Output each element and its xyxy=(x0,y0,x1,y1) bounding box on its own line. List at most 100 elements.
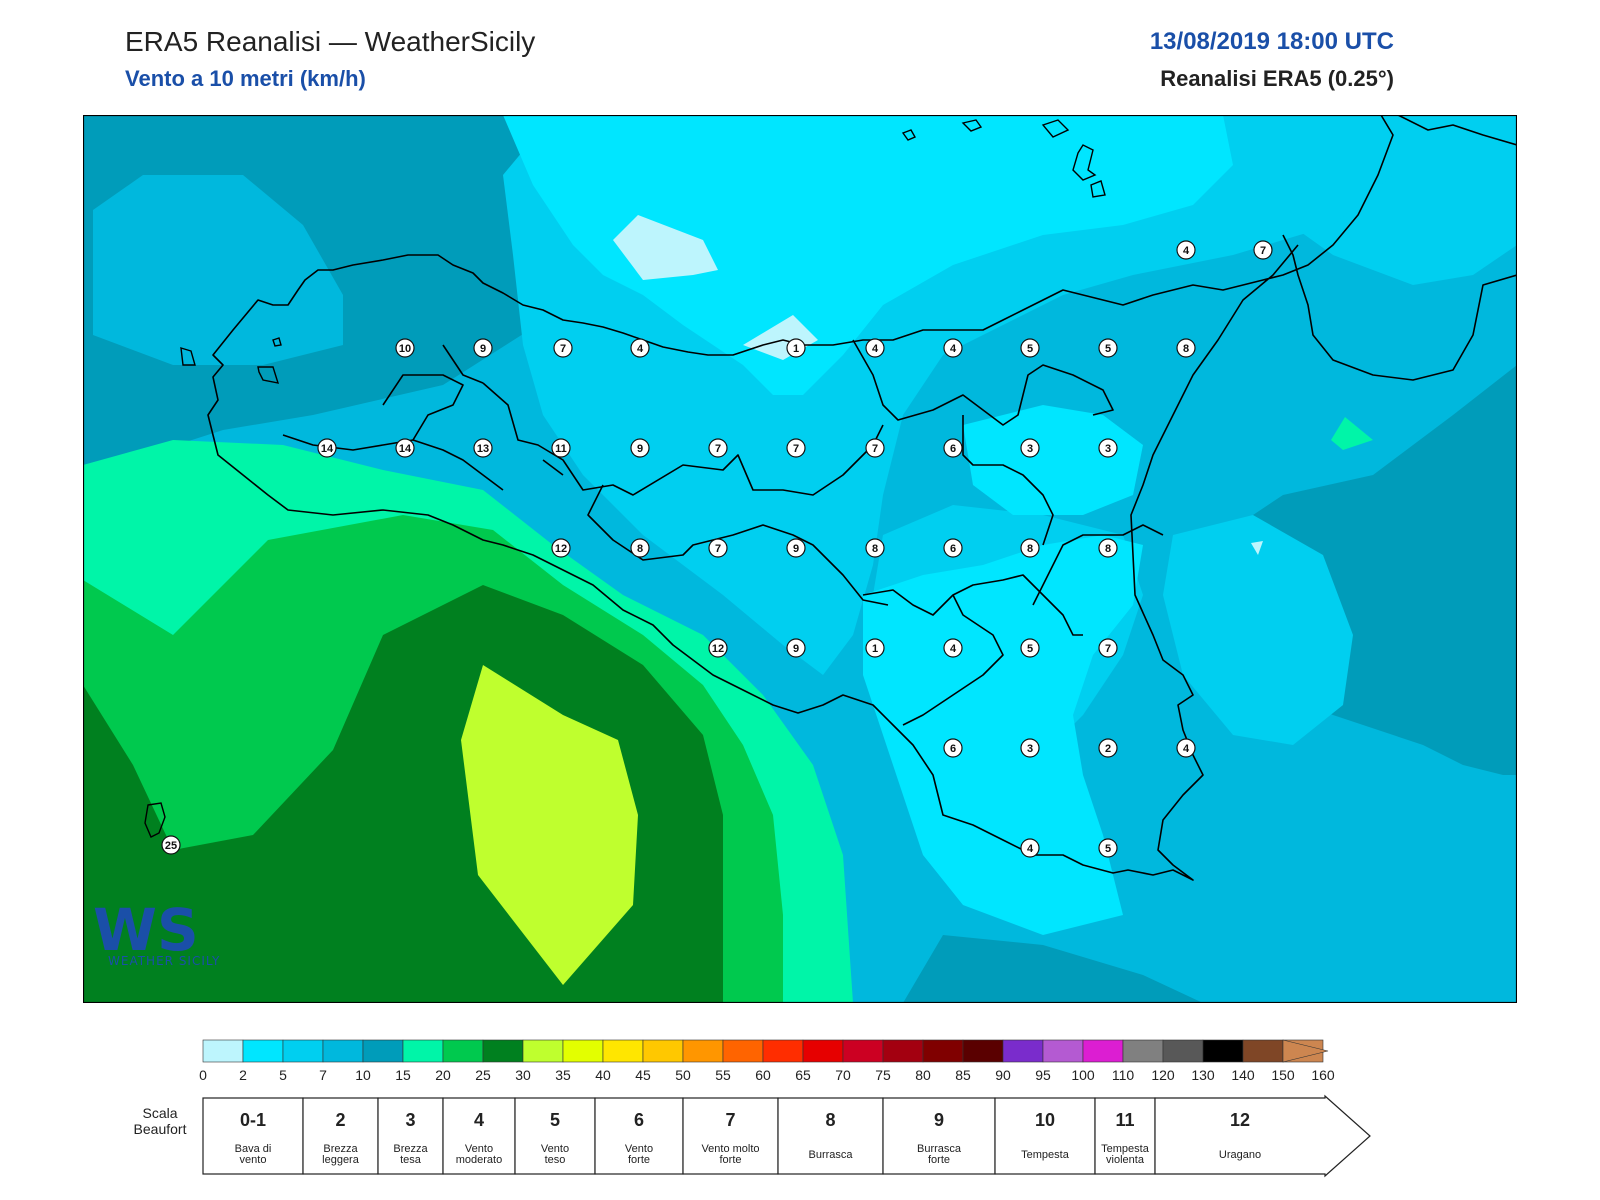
station-value: 9 xyxy=(793,643,799,655)
station-circle xyxy=(1176,240,1196,260)
colorbar-tick-label: 10 xyxy=(355,1067,371,1083)
station-marker: 9 xyxy=(473,338,493,358)
station-value: 1 xyxy=(793,343,799,355)
station-value: 4 xyxy=(637,343,644,355)
beaufort-class: 3 Brezza tesa xyxy=(377,1097,444,1175)
station-value: 25 xyxy=(165,840,177,852)
station-value: 13 xyxy=(477,443,489,455)
colorbar-tick-label: 30 xyxy=(515,1067,531,1083)
station-circle xyxy=(1020,738,1040,758)
colorbar-segment xyxy=(322,1039,364,1063)
station-circle xyxy=(630,538,650,558)
station-circle xyxy=(551,538,571,558)
colorbar-segment xyxy=(602,1039,644,1063)
station-marker: 4 xyxy=(943,338,963,358)
beaufort-class: 9 Burrasca forte xyxy=(882,1097,996,1175)
station-marker: 4 xyxy=(1176,738,1196,758)
station-value: 7 xyxy=(872,443,878,455)
colorbar-segment xyxy=(1042,1039,1084,1063)
station-marker: 6 xyxy=(943,738,963,758)
station-value: 3 xyxy=(1027,743,1033,755)
station-circle xyxy=(1020,538,1040,558)
colorbar-segment xyxy=(482,1039,524,1063)
station-marker: 1 xyxy=(865,638,885,658)
colorbar-tick-label: 90 xyxy=(995,1067,1011,1083)
beaufort-description: Tempesta xyxy=(1021,1149,1070,1161)
colorbar-tick-label: 20 xyxy=(435,1067,451,1083)
station-marker: 4 xyxy=(1020,838,1040,858)
coastline-layer xyxy=(207,115,1517,881)
colorbar-tick-label: 100 xyxy=(1071,1067,1095,1083)
map-title: ERA5 Reanalisi — WeatherSicily xyxy=(125,26,536,57)
station-value: 5 xyxy=(1027,643,1033,655)
station-marker: 4 xyxy=(865,338,885,358)
station-circle xyxy=(1098,838,1118,858)
station-circle xyxy=(786,538,806,558)
station-marker: 4 xyxy=(1176,240,1196,260)
logo: WS WEATHER SICILY xyxy=(93,896,220,968)
station-circle xyxy=(395,338,415,358)
colorbar-arrow xyxy=(1282,1039,1329,1063)
beaufort-class: 5 Vento teso xyxy=(514,1097,596,1175)
station-value: 7 xyxy=(793,443,799,455)
station-circle xyxy=(1253,240,1273,260)
colorbar-tick-label: 25 xyxy=(475,1067,491,1083)
beaufort-description: Burrasca forte xyxy=(917,1143,962,1166)
wind-map: 4 710 9 7 4 1 4 4 5 5 814 14 13 11 9 7 7 7 6 3 312 8 7 9 8 6 8 812 9… xyxy=(83,115,1517,1003)
beaufort-number: 9 xyxy=(934,1110,944,1130)
station-circle xyxy=(943,638,963,658)
station-value: 5 xyxy=(1105,343,1111,355)
station-value: 4 xyxy=(950,343,957,355)
logo-text: WEATHER SICILY xyxy=(108,954,220,968)
station-value: 7 xyxy=(715,543,721,555)
station-value: 5 xyxy=(1105,843,1111,855)
station-marker: 3 xyxy=(1098,438,1118,458)
station-value: 5 xyxy=(1027,343,1033,355)
beaufort-class: 4 Vento moderato xyxy=(442,1097,516,1175)
beaufort-description: Tempesta violenta xyxy=(1101,1143,1150,1166)
station-value: 10 xyxy=(399,343,411,355)
colorbar-tick-label: 110 xyxy=(1112,1067,1135,1083)
beaufort-description: Vento moderato xyxy=(456,1143,502,1166)
station-marker: 2 xyxy=(1098,738,1118,758)
beaufort-number: 3 xyxy=(405,1110,415,1130)
beaufort-description: Vento molto forte xyxy=(701,1143,759,1166)
station-marker: 9 xyxy=(630,438,650,458)
beaufort-number: 6 xyxy=(634,1110,644,1130)
station-circle xyxy=(943,438,963,458)
station-marker: 13 xyxy=(473,438,493,458)
colorbar-tick-label: 75 xyxy=(875,1067,891,1083)
station-circle xyxy=(865,338,885,358)
beaufort-description: Brezza leggera xyxy=(322,1143,360,1166)
station-value: 7 xyxy=(1105,643,1111,655)
beaufort-description: Vento teso xyxy=(541,1143,569,1166)
station-value: 11 xyxy=(555,443,567,455)
station-marker: 4 xyxy=(943,638,963,658)
station-value: 14 xyxy=(399,443,412,455)
station-circle xyxy=(786,438,806,458)
station-value: 4 xyxy=(1027,843,1034,855)
station-value: 7 xyxy=(560,343,566,355)
beaufort-class: 2 Brezza leggera xyxy=(302,1097,379,1175)
station-value: 8 xyxy=(1183,343,1189,355)
station-marker: 7 xyxy=(553,338,573,358)
station-marker: 5 xyxy=(1098,338,1118,358)
colorbar-segment xyxy=(682,1039,724,1063)
station-value: 14 xyxy=(321,443,334,455)
colorbar-segment xyxy=(642,1039,684,1063)
station-circle xyxy=(553,338,573,358)
beaufort-number: 7 xyxy=(725,1110,735,1130)
station-marker: 14 xyxy=(317,438,337,458)
station-value: 8 xyxy=(872,543,878,555)
wind-station-points: 4 710 9 7 4 1 4 4 5 5 814 14 13 11 9 7 7 7 6 3 312 8 7 9 8 6 8 812 9… xyxy=(161,240,1273,858)
station-value: 12 xyxy=(712,643,724,655)
beaufort-description: Vento forte xyxy=(625,1143,653,1166)
station-marker: 8 xyxy=(630,538,650,558)
station-circle xyxy=(317,438,337,458)
beaufort-number: 8 xyxy=(825,1110,835,1130)
beaufort-description: Uragano xyxy=(1219,1149,1261,1161)
station-circle xyxy=(1176,738,1196,758)
colorbar-tick-label: 150 xyxy=(1271,1067,1295,1083)
station-marker: 4 xyxy=(630,338,650,358)
station-marker: 9 xyxy=(786,638,806,658)
